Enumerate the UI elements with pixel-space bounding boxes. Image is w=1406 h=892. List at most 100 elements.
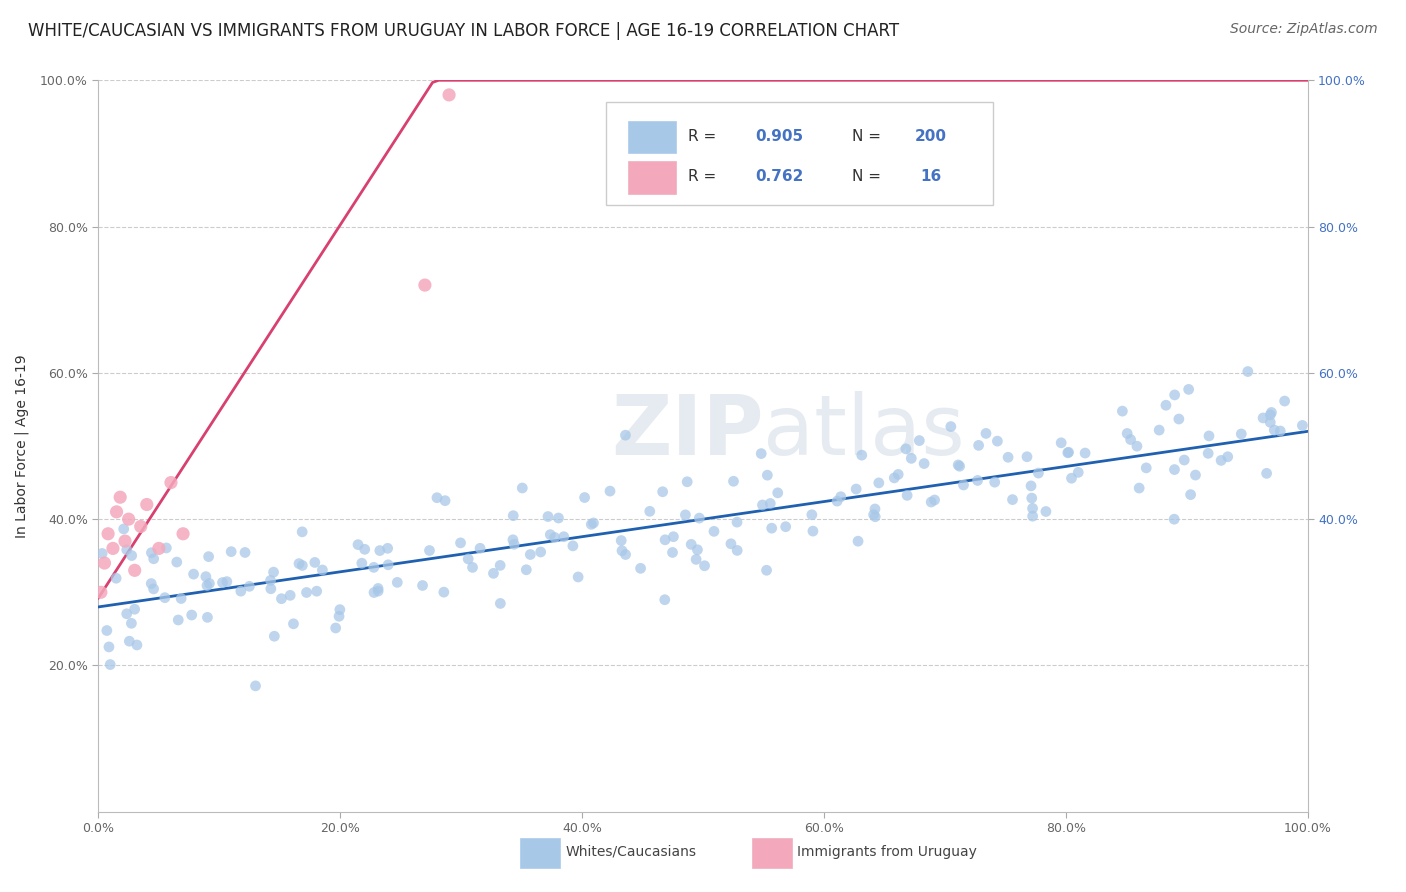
Point <box>966 474 988 488</box>
Point <box>1135 461 1157 475</box>
Point <box>1126 439 1149 453</box>
Point <box>418 543 440 558</box>
Bar <box>628 120 676 153</box>
Point <box>305 584 328 599</box>
Point <box>124 602 146 616</box>
Point <box>1128 481 1150 495</box>
Point <box>681 537 703 551</box>
Point <box>120 616 142 631</box>
Point <box>1028 466 1050 480</box>
Point <box>259 574 281 588</box>
Point <box>160 475 183 490</box>
Point <box>194 569 217 583</box>
Point <box>238 579 260 593</box>
Point <box>142 551 165 566</box>
Point <box>766 486 789 500</box>
Point <box>368 543 391 558</box>
Text: atlas: atlas <box>763 391 965 472</box>
Point <box>304 556 326 570</box>
Point <box>845 482 868 496</box>
Point <box>599 484 621 499</box>
Point <box>291 524 314 539</box>
Point <box>519 548 541 562</box>
Point <box>676 475 699 489</box>
Point <box>129 519 152 533</box>
Point <box>825 494 848 508</box>
Point <box>896 488 918 502</box>
Point <box>434 493 457 508</box>
Point <box>924 493 946 508</box>
Bar <box>628 161 676 194</box>
Point <box>437 87 460 102</box>
Point <box>920 495 942 509</box>
Point <box>1056 446 1078 460</box>
Point <box>952 478 974 492</box>
Point <box>105 505 128 519</box>
Point <box>118 634 141 648</box>
Point <box>775 519 797 533</box>
Point <box>433 585 456 599</box>
Text: 0.905: 0.905 <box>755 129 803 145</box>
Point <box>413 278 436 293</box>
Point <box>141 546 163 560</box>
Text: Source: ZipAtlas.com: Source: ZipAtlas.com <box>1230 22 1378 37</box>
Text: Immigrants from Uruguay: Immigrants from Uruguay <box>797 845 977 859</box>
Point <box>654 592 676 607</box>
Point <box>1198 429 1220 443</box>
Point <box>118 512 141 526</box>
Point <box>1270 424 1292 438</box>
Point <box>367 582 389 596</box>
Point <box>686 542 709 557</box>
Text: Whites/Caucasians: Whites/Caucasians <box>565 845 696 859</box>
Point <box>974 426 997 441</box>
Point <box>412 578 434 592</box>
Point <box>997 450 1019 465</box>
Point <box>1258 408 1281 422</box>
Point <box>638 504 661 518</box>
Text: 0.762: 0.762 <box>755 169 803 185</box>
Point <box>1258 415 1281 429</box>
Point <box>1074 446 1097 460</box>
Point <box>1173 453 1195 467</box>
Point <box>553 530 575 544</box>
Point <box>755 563 778 577</box>
Point <box>1177 383 1199 397</box>
Point <box>1274 394 1296 409</box>
Point <box>1021 509 1043 524</box>
Text: N =: N = <box>852 129 886 145</box>
Point <box>215 574 238 589</box>
Point <box>720 537 742 551</box>
Point <box>800 508 823 522</box>
Point <box>377 541 399 556</box>
Point <box>108 490 131 504</box>
Point <box>288 557 311 571</box>
Point <box>661 545 683 559</box>
Point <box>367 584 389 599</box>
Point <box>751 498 773 512</box>
Point <box>115 542 138 557</box>
Point <box>537 509 560 524</box>
Point <box>112 522 135 536</box>
Point <box>197 610 219 624</box>
Point <box>1256 467 1278 481</box>
Text: 16: 16 <box>921 169 942 185</box>
Point <box>482 566 505 581</box>
Point <box>489 597 512 611</box>
Point <box>685 552 707 566</box>
Point <box>195 578 218 592</box>
Point <box>1163 512 1185 526</box>
Point <box>211 575 233 590</box>
Point <box>101 541 124 556</box>
Point <box>948 458 970 472</box>
Point <box>461 560 484 574</box>
Point <box>939 419 962 434</box>
Point <box>1050 435 1073 450</box>
Point <box>544 531 567 545</box>
Point <box>93 556 115 570</box>
Point <box>153 591 176 605</box>
Point <box>1291 418 1313 433</box>
Point <box>610 533 633 548</box>
Point <box>908 434 931 448</box>
Point <box>949 459 972 474</box>
Point <box>1067 466 1090 480</box>
